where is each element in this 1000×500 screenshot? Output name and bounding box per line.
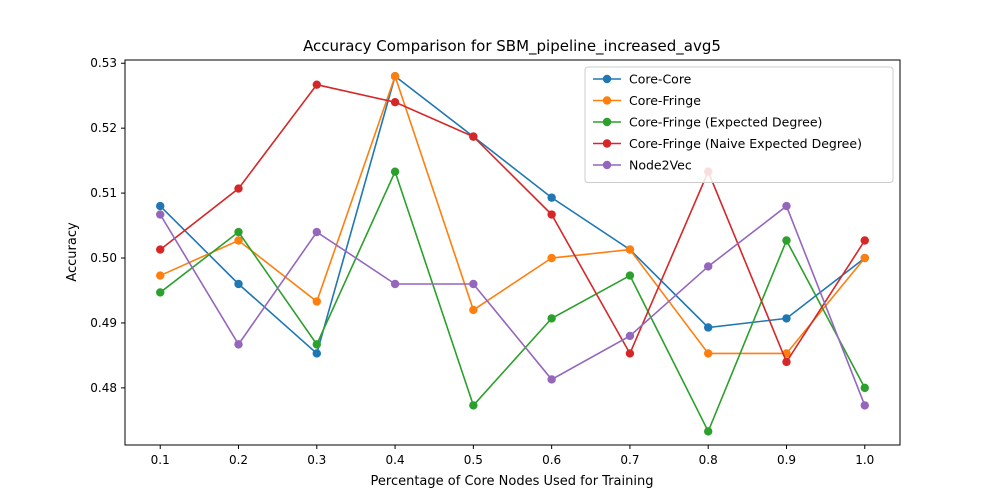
data-point-core-fringe-naive-expected-degree — [156, 245, 165, 254]
series-line-core-fringe-naive-expected-degree — [159, 83, 866, 364]
data-point-core-fringe-expected-degree — [234, 227, 243, 237]
data-point-node2vec — [156, 210, 165, 219]
series-line-core-fringe — [159, 73, 866, 355]
data-point-core-fringe — [156, 271, 165, 280]
legend: Core-Core Core-Fringe Core-Fringe (Expecte… — [584, 66, 894, 183]
data-point-node2vec — [704, 262, 713, 271]
data-point-node2vec — [390, 279, 400, 289]
legend-marker — [602, 74, 612, 84]
data-point-core-core — [312, 349, 321, 358]
data-point-core-fringe — [469, 305, 478, 315]
x-tick-label: 1.0 — [855, 453, 874, 467]
legend-label: Core-Fringe (Expected Degree) — [629, 115, 822, 130]
y-tick-label: 0.52 — [90, 121, 117, 135]
legend-entry-core-fringe-expected-degree: Core-Fringe (Expected Degree) — [593, 115, 822, 130]
y-tick-label: 0.51 — [90, 186, 117, 200]
data-point-core-fringe-naive-expected-degree — [860, 236, 869, 245]
data-point-node2vec — [312, 227, 321, 237]
legend-marker — [602, 117, 612, 127]
x-tick-label: 0.7 — [620, 453, 639, 467]
x-tick-label: 0.3 — [307, 453, 326, 467]
x-axis-label: Percentage of Core Nodes Used for Traini… — [371, 474, 654, 489]
y-tick-label: 0.53 — [90, 56, 117, 70]
legend-label: Node2Vec — [629, 158, 692, 173]
data-point-core-core — [782, 314, 791, 323]
series-core-fringe — [156, 72, 869, 358]
y-tick-label: 0.49 — [90, 316, 117, 330]
x-tick-label: 0.9 — [777, 453, 796, 467]
legend-marker — [602, 160, 612, 170]
legend-marker — [602, 139, 612, 148]
data-point-core-fringe — [312, 297, 321, 306]
data-point-core-fringe-expected-degree — [390, 167, 400, 176]
x-tick-label: 0.2 — [229, 453, 248, 467]
data-point-core-core — [234, 279, 243, 289]
data-point-core-fringe-expected-degree — [469, 401, 478, 410]
legend-label: Core-Fringe — [629, 93, 701, 108]
y-axis-label: Accuracy — [65, 222, 80, 282]
data-point-node2vec — [469, 279, 478, 289]
legend-label: Core-Core — [629, 72, 692, 87]
data-point-core-fringe-expected-degree — [547, 314, 556, 323]
series-line-node2vec — [159, 204, 866, 406]
x-tick-label: 0.1 — [151, 453, 170, 467]
legend-entry-core-fringe-naive-expected-degree: Core-Fringe (Naive Expected Degree) — [593, 136, 862, 151]
x-tick-label: 0.8 — [699, 453, 718, 467]
data-point-core-core — [704, 323, 713, 332]
data-point-core-fringe-naive-expected-degree — [312, 80, 321, 89]
series-layer — [156, 72, 869, 436]
legend-box — [584, 66, 894, 183]
data-point-node2vec — [782, 201, 791, 211]
data-point-core-fringe — [390, 72, 400, 81]
series-node2vec — [156, 201, 869, 410]
y-tick-label: 0.48 — [90, 381, 117, 395]
data-point-core-fringe-naive-expected-degree — [547, 210, 556, 219]
legend-label: Core-Fringe (Naive Expected Degree) — [629, 136, 862, 151]
y-axis-ticks: 0.48 0.49 0.50 0.51 0.52 0.53 — [90, 56, 125, 395]
data-point-core-fringe — [860, 253, 869, 263]
data-point-core-fringe — [625, 245, 635, 254]
y-tick-label: 0.50 — [90, 251, 117, 265]
legend-entry-core-core: Core-Core — [593, 72, 692, 87]
data-point-core-fringe-naive-expected-degree — [234, 184, 243, 193]
data-point-core-fringe-naive-expected-degree — [390, 98, 400, 107]
x-axis-ticks: 0.1 0.2 0.3 0.4 0.5 0.6 0.7 0.8 0.9 1.0 — [151, 445, 874, 467]
data-point-core-fringe-expected-degree — [312, 340, 321, 349]
data-point-core-fringe — [704, 349, 713, 358]
data-point-core-fringe-expected-degree — [704, 427, 713, 436]
series-core-core — [156, 72, 869, 358]
data-point-core-core — [547, 193, 556, 202]
data-point-node2vec — [860, 401, 869, 410]
plot-frame — [124, 59, 901, 446]
chart-title: Accuracy Comparison for SBM_pipeline_inc… — [303, 37, 721, 56]
x-tick-label: 0.6 — [542, 453, 561, 467]
data-point-core-fringe — [547, 253, 556, 263]
data-point-core-core — [156, 201, 165, 211]
data-point-node2vec — [547, 375, 556, 384]
data-point-core-fringe-naive-expected-degree — [469, 132, 478, 141]
data-point-node2vec — [625, 331, 635, 341]
legend-entry-node2vec: Node2Vec — [593, 158, 692, 173]
data-point-core-fringe-expected-degree — [782, 236, 791, 245]
x-tick-label: 0.4 — [386, 453, 405, 467]
data-point-core-fringe-expected-degree — [860, 383, 869, 393]
legend-entry-core-fringe: Core-Fringe — [593, 93, 701, 108]
data-point-node2vec — [234, 340, 243, 349]
legend-marker — [602, 96, 612, 105]
data-point-core-fringe-naive-expected-degree — [625, 349, 635, 358]
data-point-core-fringe-expected-degree — [625, 271, 635, 280]
data-point-core-fringe-expected-degree — [156, 288, 165, 297]
x-tick-label: 0.5 — [464, 453, 483, 467]
series-line-core-core — [159, 74, 866, 355]
data-point-core-fringe — [234, 236, 243, 245]
data-point-core-fringe-naive-expected-degree — [782, 357, 791, 367]
